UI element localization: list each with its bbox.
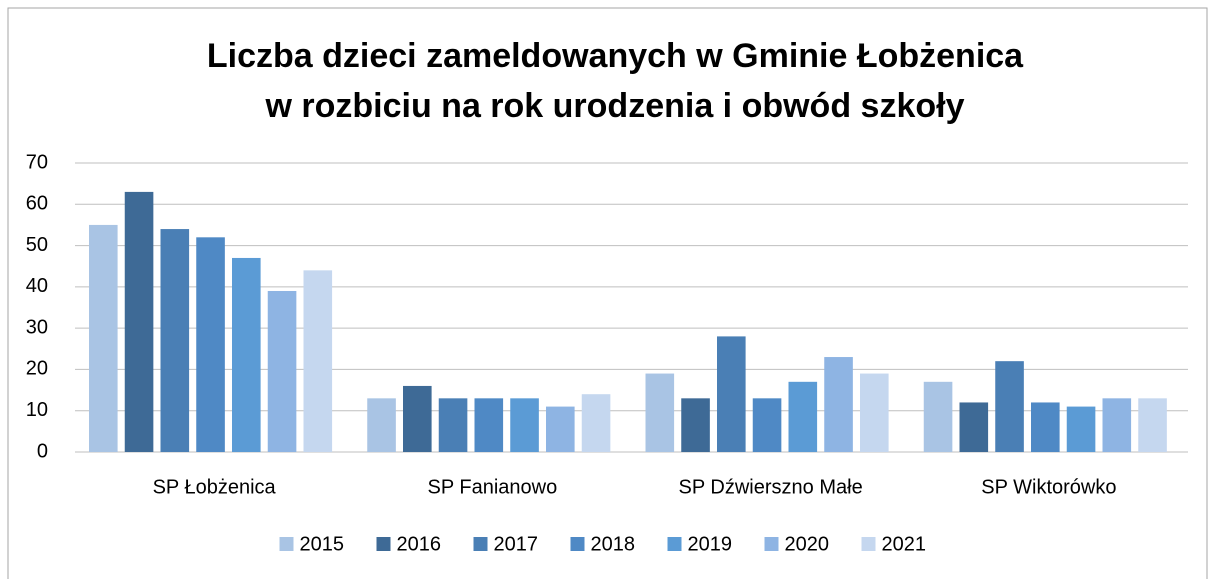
- legend-label: 2016: [397, 533, 442, 555]
- legend-swatch: [861, 537, 876, 551]
- legend-swatch: [667, 537, 682, 551]
- legend-label: 2019: [688, 533, 733, 555]
- y-tick-label: 10: [26, 399, 48, 421]
- bar: [160, 229, 190, 452]
- bar: [995, 361, 1024, 452]
- bar: [403, 385, 432, 452]
- x-tick-label: SP Wiktorówko: [981, 476, 1116, 498]
- bar: [923, 381, 953, 452]
- legend-label: 2017: [494, 533, 539, 555]
- legend-swatch: [570, 537, 585, 551]
- bar: [474, 398, 504, 452]
- chart-title: w rozbiciu na rok urodzenia i obwód szko…: [265, 87, 965, 125]
- bar: [267, 290, 297, 452]
- y-tick-label: 30: [26, 316, 48, 338]
- x-tick-label: SP Łobżenica: [153, 476, 277, 498]
- bar: [824, 357, 853, 452]
- bar: [1066, 406, 1096, 452]
- y-tick-label: 40: [26, 275, 48, 297]
- legend-label: 2021: [882, 533, 927, 555]
- bar: [232, 257, 261, 452]
- x-tick-label: SP Fanianowo: [428, 476, 558, 498]
- legend-swatch: [376, 537, 391, 551]
- bar: [860, 373, 889, 452]
- bar: [681, 398, 710, 452]
- legend-label: 2018: [591, 533, 636, 555]
- bar: [581, 394, 611, 452]
- bar: [438, 398, 468, 452]
- legend-label: 2015: [300, 533, 345, 555]
- bar: [1102, 398, 1132, 452]
- legend-swatch: [279, 537, 294, 551]
- bar: [959, 402, 989, 452]
- bar: [303, 270, 333, 452]
- chart-title: Liczba dzieci zameldowanych w Gminie Łob…: [207, 37, 1024, 75]
- y-tick-label: 60: [26, 193, 48, 215]
- legend-swatch: [473, 537, 488, 551]
- bar: [717, 336, 746, 452]
- y-tick-label: 0: [37, 440, 48, 462]
- bar: [752, 398, 782, 452]
- y-tick-label: 20: [26, 358, 48, 380]
- x-tick-label: SP Dźwierszno Małe: [679, 476, 863, 498]
- bar: [1138, 398, 1167, 452]
- bar: [124, 191, 154, 452]
- bar: [196, 237, 225, 452]
- legend-swatch: [764, 537, 779, 551]
- bar: [510, 398, 539, 452]
- bar: [788, 381, 818, 452]
- y-tick-label: 70: [26, 151, 48, 173]
- legend-label: 2020: [785, 533, 830, 555]
- y-tick-label: 50: [26, 234, 48, 256]
- bar: [546, 406, 575, 452]
- bar: [367, 398, 396, 452]
- bar: [645, 373, 675, 452]
- bar: [1031, 402, 1060, 452]
- bar: [89, 224, 118, 452]
